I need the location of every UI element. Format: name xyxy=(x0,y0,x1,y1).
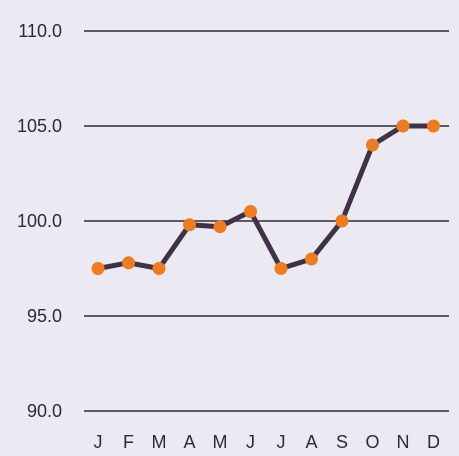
data-point xyxy=(366,138,379,152)
x-tick-label: A xyxy=(183,432,195,452)
y-tick-label: 100.0 xyxy=(17,211,62,231)
x-tick-label: M xyxy=(152,432,167,452)
x-tick-label: J xyxy=(246,432,255,452)
x-tick-label: J xyxy=(94,432,103,452)
y-tick-label: 110.0 xyxy=(18,21,62,41)
data-point xyxy=(274,262,288,275)
x-tick-label: M xyxy=(213,432,228,452)
data-point xyxy=(122,256,135,270)
data-point xyxy=(183,218,196,232)
data-point xyxy=(213,220,227,234)
series-line xyxy=(95,123,436,271)
y-tick-label: 105.0 xyxy=(17,116,62,136)
y-axis-tick-labels: 110.0 105.0 100.0 95.0 90.0 xyxy=(17,21,62,421)
data-point xyxy=(152,262,166,275)
data-point xyxy=(244,205,257,218)
x-tick-label: N xyxy=(397,432,410,452)
x-tick-label: O xyxy=(365,432,379,452)
x-tick-label: A xyxy=(305,432,317,452)
y-tick-label: 95.0 xyxy=(27,306,62,326)
data-point xyxy=(427,119,440,133)
x-tick-label: J xyxy=(277,432,286,452)
data-point xyxy=(335,214,349,228)
data-point xyxy=(396,119,410,133)
data-point xyxy=(91,262,105,275)
data-point xyxy=(305,252,318,266)
gridlines xyxy=(84,30,449,412)
y-tick-label: 90.0 xyxy=(27,401,62,421)
data-series xyxy=(91,119,440,275)
x-tick-label: F xyxy=(123,432,134,452)
x-tick-label: S xyxy=(336,432,348,452)
x-tick-label: D xyxy=(427,432,440,452)
